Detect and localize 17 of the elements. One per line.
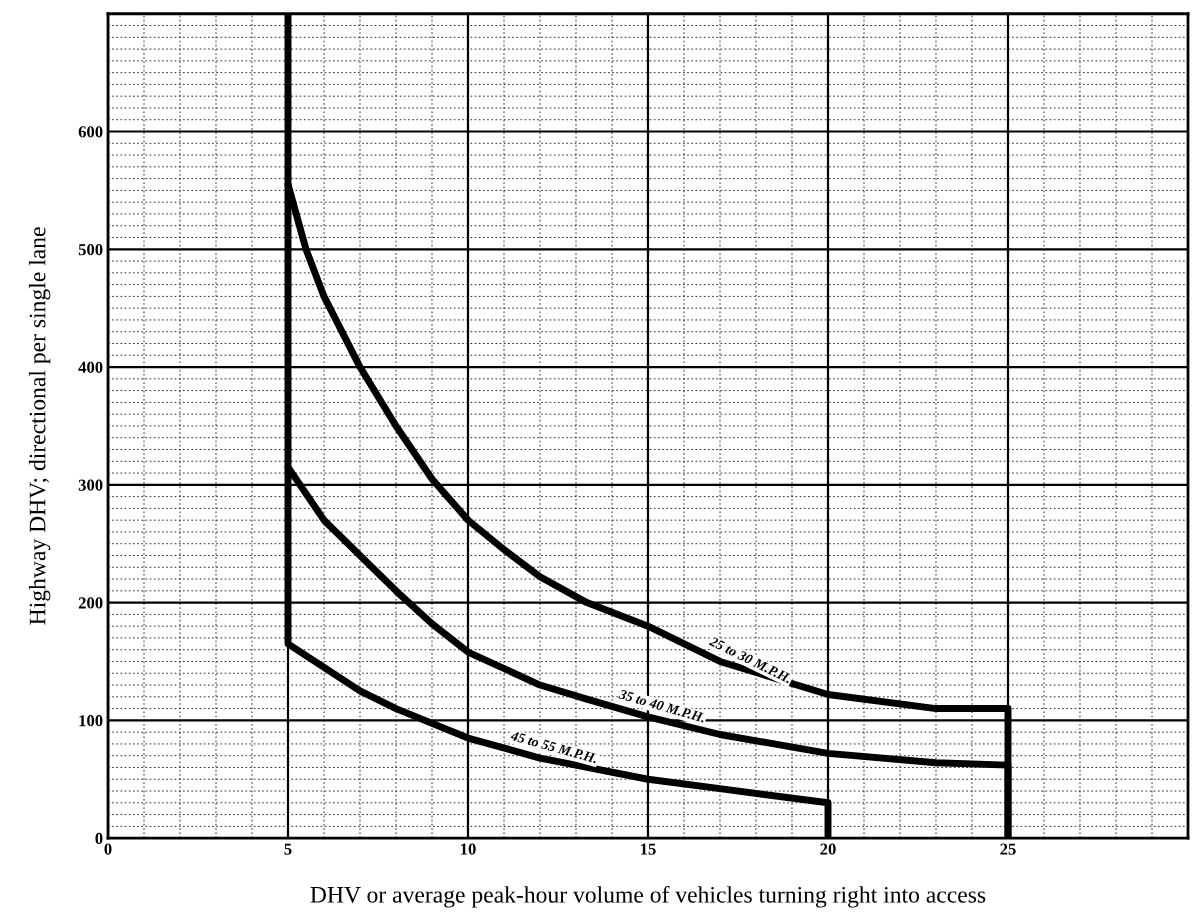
y-tick-label: 300 xyxy=(78,479,103,491)
y-axis-title: Highway DHV; directional per single lane xyxy=(28,227,51,625)
x-tick-label: 25 xyxy=(1000,843,1016,855)
y-tick-label: 600 xyxy=(78,126,103,138)
y-tick-label: 400 xyxy=(78,361,103,373)
x-tick-label: 20 xyxy=(820,843,836,855)
y-tick-label: 100 xyxy=(79,715,103,727)
x-tick-label: 15 xyxy=(641,843,656,855)
text: 35 to 40 M.P.H. xyxy=(618,689,706,723)
x-tick-label: 5 xyxy=(284,843,292,855)
x-axis-title: DHV or average peak-hour volume of vehicles turning right into access xyxy=(310,885,986,908)
y-tick-label: 200 xyxy=(78,597,103,609)
y-tick-label: 500 xyxy=(78,243,103,256)
x-tick-label: 0 xyxy=(104,843,112,855)
text: 45 to 55 M.P.H. xyxy=(510,730,598,764)
x-tick-label: 10 xyxy=(461,843,476,855)
y-tick-label: 0 xyxy=(95,832,103,845)
